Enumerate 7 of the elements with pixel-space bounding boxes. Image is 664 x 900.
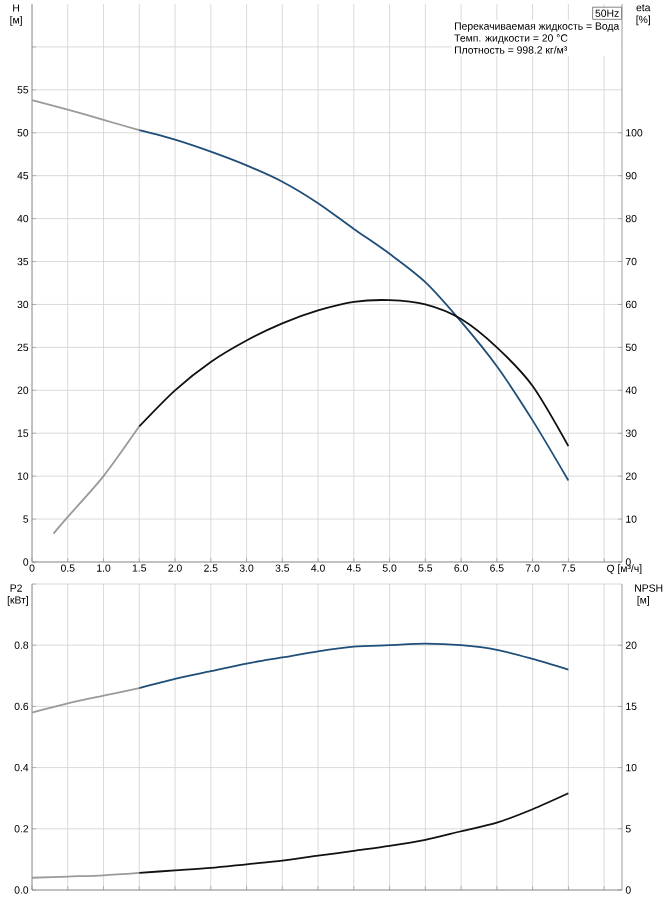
line-series <box>31 687 141 714</box>
line-series <box>138 129 570 482</box>
line-series <box>31 99 141 132</box>
line-series <box>52 425 141 535</box>
line-series <box>138 792 570 874</box>
line-series <box>138 299 570 447</box>
line-series <box>138 642 570 689</box>
